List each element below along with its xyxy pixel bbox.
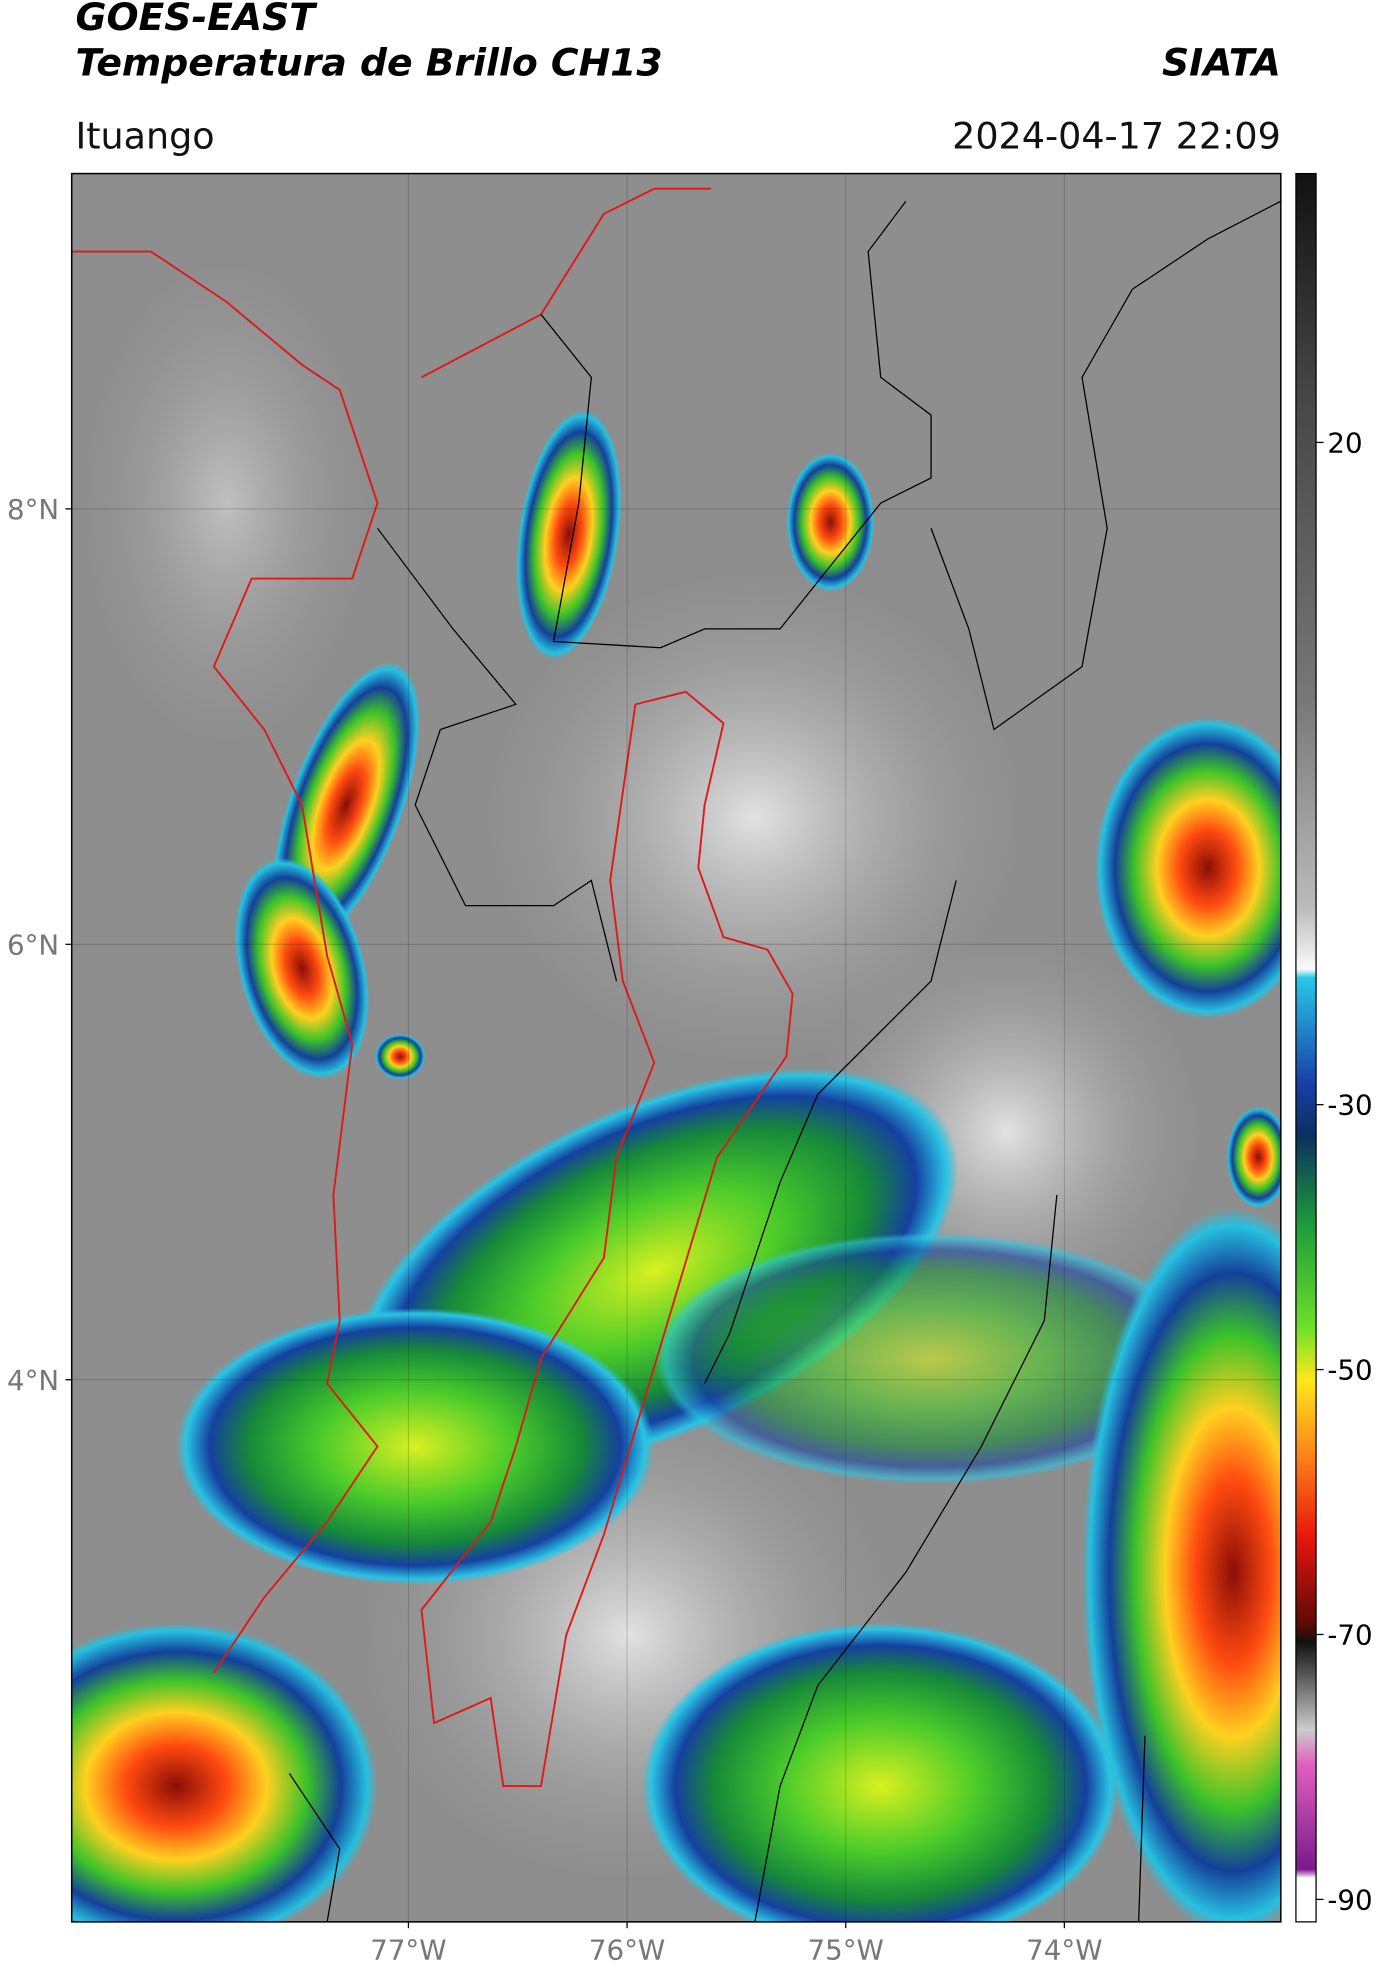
map-frame bbox=[70, 172, 1282, 1923]
source: SIATA bbox=[1162, 40, 1281, 84]
satellite-image bbox=[71, 173, 1281, 1922]
colorbar-label: -50 bbox=[1327, 1354, 1372, 1387]
lat-label: 6°N bbox=[7, 928, 59, 961]
colorbar-label: -90 bbox=[1327, 1883, 1372, 1916]
graticule bbox=[71, 173, 1281, 1922]
timestamp: 2024-04-17 22:09 bbox=[952, 114, 1281, 157]
lat-label: 8°N bbox=[7, 493, 59, 526]
region: Ituango bbox=[75, 114, 214, 157]
lon-label: 77°W bbox=[370, 1934, 446, 1967]
colorbar bbox=[1295, 172, 1317, 1923]
lon-label: 76°W bbox=[589, 1934, 665, 1967]
subtitle: Temperatura de Brillo CH13 bbox=[75, 40, 662, 84]
lat-label: 4°N bbox=[7, 1364, 59, 1397]
colorbar-label: 20 bbox=[1327, 427, 1362, 460]
colorbar-label: -30 bbox=[1327, 1089, 1372, 1122]
lon-label: 75°W bbox=[808, 1934, 884, 1967]
lon-label: 74°W bbox=[1026, 1934, 1102, 1967]
title: GOES-EAST bbox=[75, 0, 318, 39]
colorbar-label: -70 bbox=[1327, 1619, 1372, 1652]
